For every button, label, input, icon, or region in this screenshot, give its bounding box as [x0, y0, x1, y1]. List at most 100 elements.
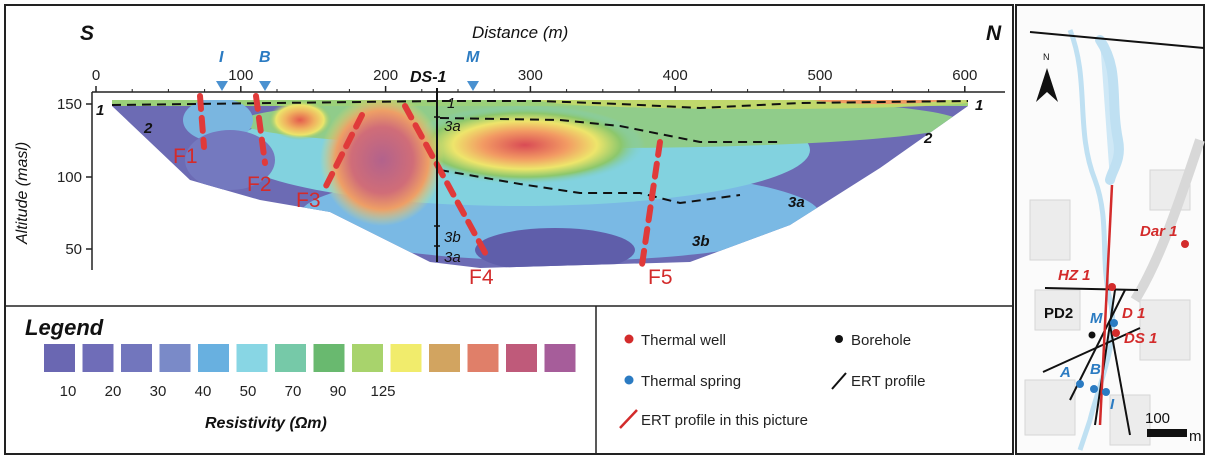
ert-profile-red-line-icon [619, 409, 638, 429]
borehole-pd2 [1088, 331, 1096, 339]
legend-swatch [313, 344, 345, 372]
legend-caption: Resistivity (Ωm) [205, 415, 327, 432]
legend-value: 90 [330, 383, 347, 400]
svg-text:Thermal well: Thermal well [641, 332, 726, 349]
legend-values: 10 20 30 40 50 70 90 125 [60, 383, 396, 400]
x-ticks: 0 100 200 300 400 500 600 [92, 67, 977, 92]
y-tick-label: 100 [57, 169, 82, 186]
borehole-unit-3b: 3b [444, 229, 461, 246]
fault-line-f1 [197, 93, 207, 150]
scale-unit: m [1189, 428, 1202, 445]
north-label: N [1043, 52, 1050, 62]
unit-label-2-left: 2 [143, 120, 153, 137]
boundary-3a-upper [439, 117, 780, 143]
x-tick-label: 100 [228, 67, 253, 84]
key-thermal-spring: Thermal spring [624, 373, 741, 390]
side-north: N [986, 22, 1002, 45]
map-label-hz1: HZ 1 [1058, 267, 1091, 284]
legend-swatch [236, 344, 268, 372]
fault-line-f4 [402, 103, 491, 261]
map-label-ds1: DS 1 [1124, 330, 1157, 347]
thermal-well-dot-icon [624, 334, 634, 344]
legend-swatch [352, 344, 383, 372]
map-boundary-line [1029, 31, 1205, 49]
legend-swatch [82, 344, 114, 372]
spring-marker-b: B [259, 49, 271, 91]
fault-label-f3: F3 [296, 189, 321, 212]
fault-label-f1: F1 [173, 145, 198, 168]
x-tick-label: 200 [373, 67, 398, 84]
legend-title: Legend [25, 315, 104, 340]
legend-value: 30 [150, 383, 167, 400]
fault-lines [197, 93, 663, 268]
road [1130, 138, 1205, 303]
spring-m-point [1110, 319, 1118, 327]
spring-marker-i-label: I [219, 49, 224, 66]
thermal-spring-dot-icon [624, 375, 634, 385]
well-ds1 [1112, 329, 1120, 337]
map-buildings [1024, 169, 1191, 446]
profile-panel-frame [4, 4, 1014, 455]
legend-value: 20 [105, 383, 122, 400]
unit-label-1-right: 1 [975, 97, 983, 114]
boundary-3a-lower [439, 169, 741, 205]
svg-text:Thermal spring: Thermal spring [641, 373, 741, 390]
spring-markers: I B M [216, 49, 480, 91]
legend-swatch [467, 344, 499, 372]
resistivity-section [112, 100, 968, 268]
y-axis-label: Altitude (masl) [14, 142, 31, 245]
spring-marker-b-label: B [259, 49, 271, 66]
river [1067, 29, 1116, 451]
legend-swatch [429, 344, 460, 372]
borehole-unit-3a-top: 3a [444, 118, 461, 135]
fault-label-f5: F5 [648, 266, 673, 289]
well-hz1 [1108, 283, 1116, 291]
legend-swatch [390, 344, 422, 372]
unit-label-2-right: 2 [923, 130, 933, 147]
legend-swatch [198, 344, 229, 372]
ert-profile-red [1098, 184, 1114, 426]
key-ert-profile: ERT profile [831, 372, 925, 390]
fault-label-f4: F4 [469, 266, 494, 289]
legend-swatch [275, 344, 306, 372]
spring-marker-m-label: M [466, 49, 480, 66]
legend-value: 125 [370, 383, 395, 400]
map-label-dar1: Dar 1 [1140, 223, 1178, 240]
borehole-dot-icon [835, 335, 843, 343]
side-south: S [80, 22, 94, 45]
unit-label-3a: 3a [788, 194, 805, 211]
map-label-a: A [1059, 364, 1071, 381]
spring-a-point [1076, 380, 1084, 388]
x-tick-label: 500 [807, 67, 832, 84]
legend-swatch [544, 344, 576, 372]
svg-text:ERT profile: ERT profile [851, 373, 925, 390]
river-wide [1095, 35, 1124, 185]
borehole-ds1-label: DS-1 [410, 69, 447, 86]
map-label-b: B [1090, 361, 1101, 378]
borehole-unit-1: 1 [447, 95, 455, 112]
map-label-pd2: PD2 [1044, 305, 1073, 322]
spring-marker-i: I [216, 49, 228, 91]
legend-swatch [159, 344, 191, 372]
legend-swatch [121, 344, 152, 372]
well-dar1 [1181, 240, 1189, 248]
fault-line-f2 [253, 93, 268, 166]
x-tick-label: 400 [663, 67, 688, 84]
svg-text:ERT profile in this picture: ERT profile in this picture [641, 412, 808, 429]
legend-value: 10 [60, 383, 77, 400]
key-ert-profile-picture: ERT profile in this picture [619, 409, 808, 429]
scale-bar [1147, 429, 1187, 437]
unit-label-3b: 3b [692, 233, 710, 250]
spring-b-point [1090, 385, 1098, 393]
spring-i-point [1102, 388, 1110, 396]
key-borehole: Borehole [835, 332, 911, 349]
x-tick-label: 300 [518, 67, 543, 84]
legend-value: 40 [195, 383, 212, 400]
fault-line-f3 [322, 112, 365, 191]
scale-value: 100 [1145, 410, 1170, 427]
map-label-i: I [1110, 396, 1115, 413]
legend-swatches [44, 344, 576, 372]
location-map: N Dar 1 HZ 1 D 1 DS 1 PD2 M A B I 100 [1024, 29, 1205, 451]
borehole-unit-3a-bottom: 3a [444, 249, 461, 266]
